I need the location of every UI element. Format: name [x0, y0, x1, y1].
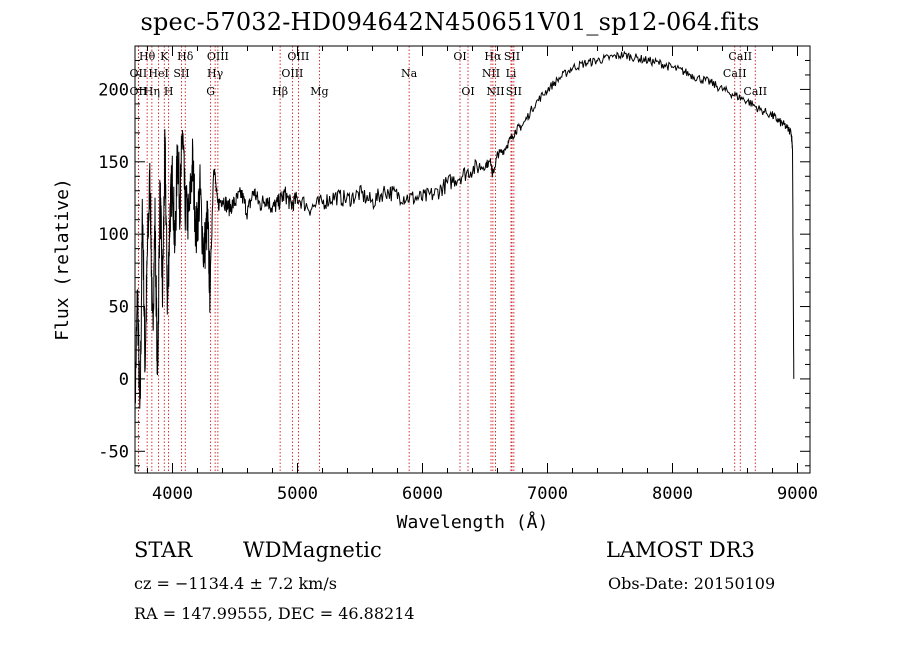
- observation-date: Obs-Date: 20150109: [608, 574, 776, 593]
- line-marker-label: CaII: [743, 85, 767, 98]
- line-marker-label: OII: [130, 85, 148, 98]
- line-marker-label: Li: [506, 67, 517, 80]
- x-tick-label: 8000: [652, 484, 693, 504]
- y-axis: -50 0 50 100 150 200: [98, 59, 810, 467]
- line-marker-label: NII: [482, 67, 500, 80]
- chart-title: spec-57032-HD094642N450651V01_sp12-064.f…: [140, 8, 760, 36]
- sky-coordinates: RA = 147.99555, DEC = 46.88214: [134, 604, 415, 623]
- x-tick-label: 9000: [777, 484, 818, 504]
- survey-name: LAMOST DR3: [606, 538, 755, 562]
- line-marker-group: [137, 46, 756, 473]
- x-tick-label: 5000: [277, 484, 318, 504]
- line-marker-label: Hα: [484, 50, 502, 63]
- y-tick-label: 100: [98, 225, 129, 245]
- line-marker-label: OIII: [207, 50, 229, 63]
- line-marker-label: OII: [130, 67, 148, 80]
- x-tick-label: 6000: [402, 484, 443, 504]
- line-marker-label: Na: [401, 67, 418, 80]
- y-tick-label: 0: [119, 370, 129, 390]
- line-marker-label: SII: [173, 67, 189, 80]
- line-marker-label: OIII: [281, 67, 303, 80]
- object-class: STAR: [134, 538, 193, 562]
- redshift-readout: cz = −1134.4 ± 7.2 km/s: [134, 574, 337, 593]
- line-marker-label: Hγ: [207, 67, 224, 80]
- plot-frame: [134, 45, 811, 474]
- line-marker-label: K: [160, 50, 169, 63]
- x-axis: 4000 5000 6000 7000 8000 9000: [147, 46, 818, 504]
- line-marker-label: SII: [506, 85, 522, 98]
- line-marker-label: Mg: [310, 85, 328, 98]
- x-tick-label: 7000: [527, 484, 568, 504]
- x-axis-label: Wavelength (Å): [397, 511, 549, 533]
- object-subclass: WDMagnetic: [243, 538, 382, 562]
- line-marker-label: OI: [461, 85, 474, 98]
- line-marker-label: OI: [453, 50, 466, 63]
- line-marker-label: CaII: [723, 67, 747, 80]
- line-marker-label: Hδ: [177, 50, 194, 63]
- line-marker-label: G: [206, 85, 215, 98]
- spectrum-series: [134, 50, 795, 437]
- y-tick-label: 150: [98, 153, 129, 173]
- line-marker-label: H: [164, 85, 174, 98]
- line-marker-label: Hθ: [139, 50, 156, 63]
- y-tick-label: -50: [98, 442, 129, 462]
- line-marker-label: OIII: [287, 50, 309, 63]
- y-tick-label: 200: [98, 80, 129, 100]
- spectrum-line: [134, 50, 795, 437]
- x-tick-label: 4000: [152, 484, 193, 504]
- line-marker-label: CaII: [728, 50, 752, 63]
- line-marker-label: NII: [486, 85, 504, 98]
- line-marker-label: Hβ: [272, 85, 288, 98]
- line-marker-label: HeI: [148, 67, 168, 80]
- line-marker-label: Hη: [144, 85, 160, 98]
- y-axis-label: Flux (relative): [52, 178, 73, 341]
- line-marker-label: SII: [504, 50, 520, 63]
- y-tick-label: 50: [109, 298, 129, 318]
